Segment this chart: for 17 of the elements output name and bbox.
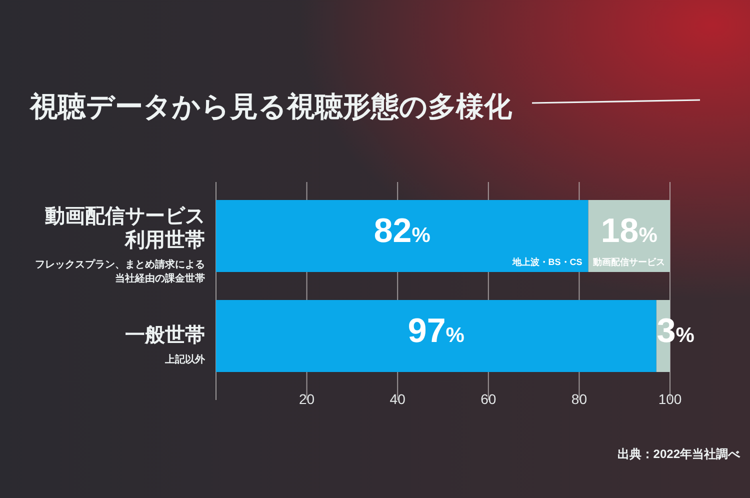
y-tick-label: 一般世帯 [125,324,205,346]
annotation: 当社経由の課金世帯 [115,274,205,284]
series-label: 地上波・BS・CS [511,257,582,267]
chart-title: 視聴データから見る視聴形態の多様化 [29,91,513,122]
data-label: 18% [600,212,658,250]
x-tick-label: 20 [299,391,315,407]
data-label: 97% [408,312,465,350]
annotation: フレックスプラン、まとめ請求による [35,260,205,270]
x-tick-label: 60 [480,391,496,407]
x-tick-label: 80 [571,391,588,407]
data-label: 82% [374,212,431,250]
x-tick-label: 40 [390,391,406,407]
x-tick-label: 100 [658,391,682,407]
series-label: 動画配信サービス [592,257,666,267]
y-tick-label: 動画配信サービス利用世帯 [44,206,205,252]
annotation: 上記以外 [165,354,205,366]
source-note: 出典：2022年当社調べ [617,447,741,461]
